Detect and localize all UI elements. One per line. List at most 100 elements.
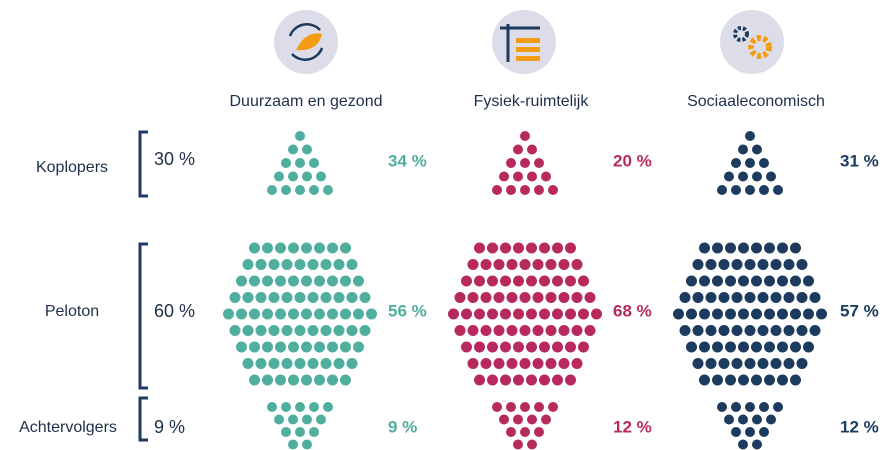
column-title: Sociaaleconomisch [687, 93, 825, 110]
dot [686, 308, 697, 320]
dot [474, 341, 485, 353]
dot [783, 325, 795, 336]
dot [309, 402, 319, 412]
dot [333, 358, 345, 369]
dot [467, 358, 479, 369]
dot [288, 341, 299, 353]
dot [803, 341, 814, 353]
dot [474, 308, 485, 320]
dot [552, 374, 563, 386]
dot [764, 374, 775, 386]
dot [519, 292, 531, 303]
dot [461, 341, 472, 353]
dot [288, 242, 299, 254]
dot [520, 427, 530, 437]
dot [316, 414, 326, 425]
dot [327, 341, 338, 353]
dot [314, 341, 325, 353]
dot [461, 275, 472, 287]
dot [500, 308, 511, 320]
dot [288, 275, 299, 287]
dot [295, 158, 305, 168]
dot [487, 341, 498, 353]
column-value: 57 % [840, 301, 879, 320]
dot [757, 325, 769, 336]
dot [571, 358, 583, 369]
dot [725, 242, 736, 254]
dot [552, 242, 563, 254]
dot [274, 171, 284, 182]
dot [770, 259, 782, 270]
dot [314, 374, 325, 386]
dot [487, 242, 498, 254]
dot [725, 275, 736, 287]
dot [686, 341, 697, 353]
dot [539, 374, 550, 386]
dot [692, 358, 704, 369]
dot [766, 414, 776, 425]
dot [513, 414, 523, 425]
dot [764, 275, 775, 287]
dot [796, 292, 808, 303]
row-label: Achtervolgers [19, 419, 117, 436]
dot [744, 292, 756, 303]
dot [500, 341, 511, 353]
row-label: Koplopers [36, 159, 108, 176]
dot [764, 242, 775, 254]
dot [565, 275, 576, 287]
dot [759, 402, 769, 412]
dot [281, 292, 293, 303]
dot [718, 325, 730, 336]
dot [454, 325, 466, 336]
dot [757, 358, 769, 369]
dot [513, 242, 524, 254]
dot [268, 292, 280, 303]
dot [803, 275, 814, 287]
dot [500, 275, 511, 287]
dot [262, 308, 273, 320]
dot [346, 325, 358, 336]
dot [712, 374, 723, 386]
column-value: 9 % [388, 417, 417, 436]
dot [294, 259, 306, 270]
dot [790, 341, 801, 353]
dot [718, 259, 730, 270]
dot [340, 374, 351, 386]
dot [333, 259, 345, 270]
dot [718, 358, 730, 369]
dot [506, 402, 516, 412]
dot [731, 402, 741, 412]
dot [705, 358, 717, 369]
dot [268, 325, 280, 336]
dot [520, 131, 530, 141]
dot [738, 308, 749, 320]
dot [777, 341, 788, 353]
dot [506, 292, 518, 303]
dot [752, 414, 762, 425]
dot [307, 292, 319, 303]
dot [480, 325, 492, 336]
dot [281, 325, 293, 336]
dot [591, 308, 602, 320]
dot [552, 341, 563, 353]
dot [545, 358, 557, 369]
dot [783, 259, 795, 270]
dot [777, 242, 788, 254]
dot [242, 259, 254, 270]
dot [288, 414, 298, 425]
dot [717, 402, 727, 412]
dot [275, 308, 286, 320]
dot [699, 275, 710, 287]
dot [474, 275, 485, 287]
dot [751, 275, 762, 287]
dot [506, 427, 516, 437]
dot [513, 439, 523, 450]
dot [752, 144, 762, 155]
dot [268, 259, 280, 270]
dot [487, 374, 498, 386]
icon-circular [274, 10, 338, 74]
dot [712, 341, 723, 353]
dot [275, 374, 286, 386]
dot [705, 325, 717, 336]
dot [527, 144, 537, 155]
